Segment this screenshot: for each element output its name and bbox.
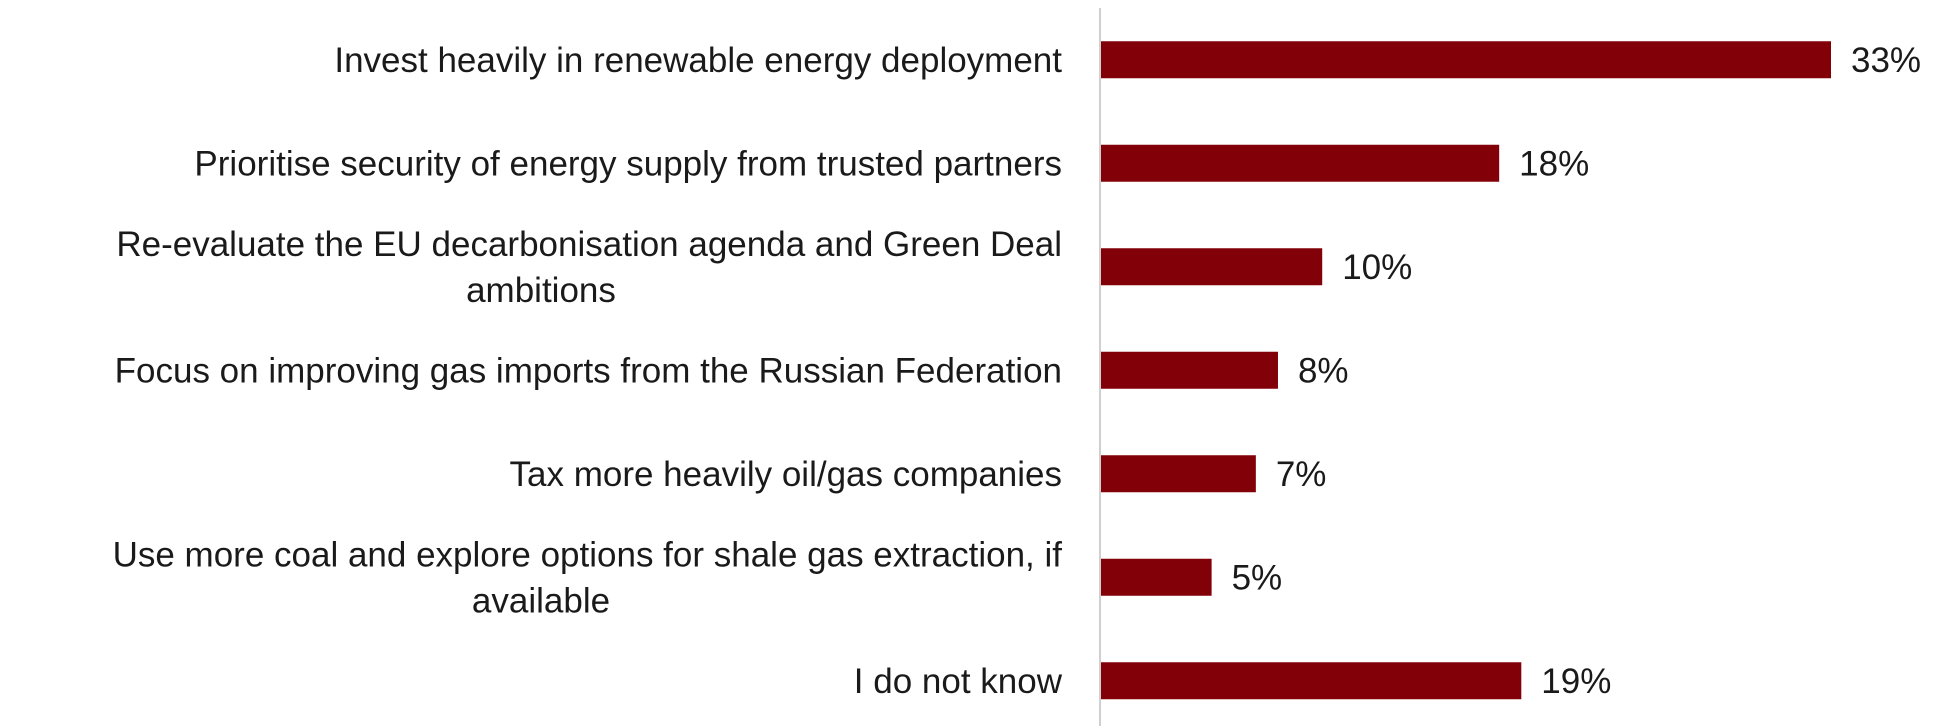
- category-label: Prioritise security of energy supply fro…: [194, 144, 1062, 183]
- bar: [1101, 41, 1831, 79]
- value-label: 8%: [1298, 351, 1349, 390]
- category-label: ambitions: [466, 271, 616, 310]
- category-label: Focus on improving gas imports from the …: [115, 351, 1062, 390]
- value-label: 10%: [1342, 248, 1412, 287]
- category-label: Invest heavily in renewable energy deplo…: [334, 41, 1062, 80]
- value-label: 33%: [1851, 41, 1921, 80]
- bar: [1101, 351, 1278, 389]
- bar: [1101, 144, 1500, 182]
- category-label: Re-evaluate the EU decarbonisation agend…: [116, 225, 1062, 264]
- value-label: 5%: [1232, 558, 1283, 597]
- bar: [1101, 558, 1212, 596]
- value-label: 19%: [1541, 662, 1611, 701]
- bar: [1101, 662, 1522, 700]
- value-label: 18%: [1519, 144, 1589, 183]
- bar: [1101, 455, 1256, 493]
- value-label: 7%: [1276, 455, 1327, 494]
- bars-group: 33% Invest heavily in renewable energy de…: [113, 41, 1921, 701]
- category-label: Tax more heavily oil/gas companies: [510, 455, 1062, 494]
- category-label: available: [472, 581, 610, 620]
- bar: [1101, 248, 1323, 286]
- category-label: I do not know: [854, 662, 1063, 701]
- category-label: Use more coal and explore options for sh…: [113, 535, 1063, 574]
